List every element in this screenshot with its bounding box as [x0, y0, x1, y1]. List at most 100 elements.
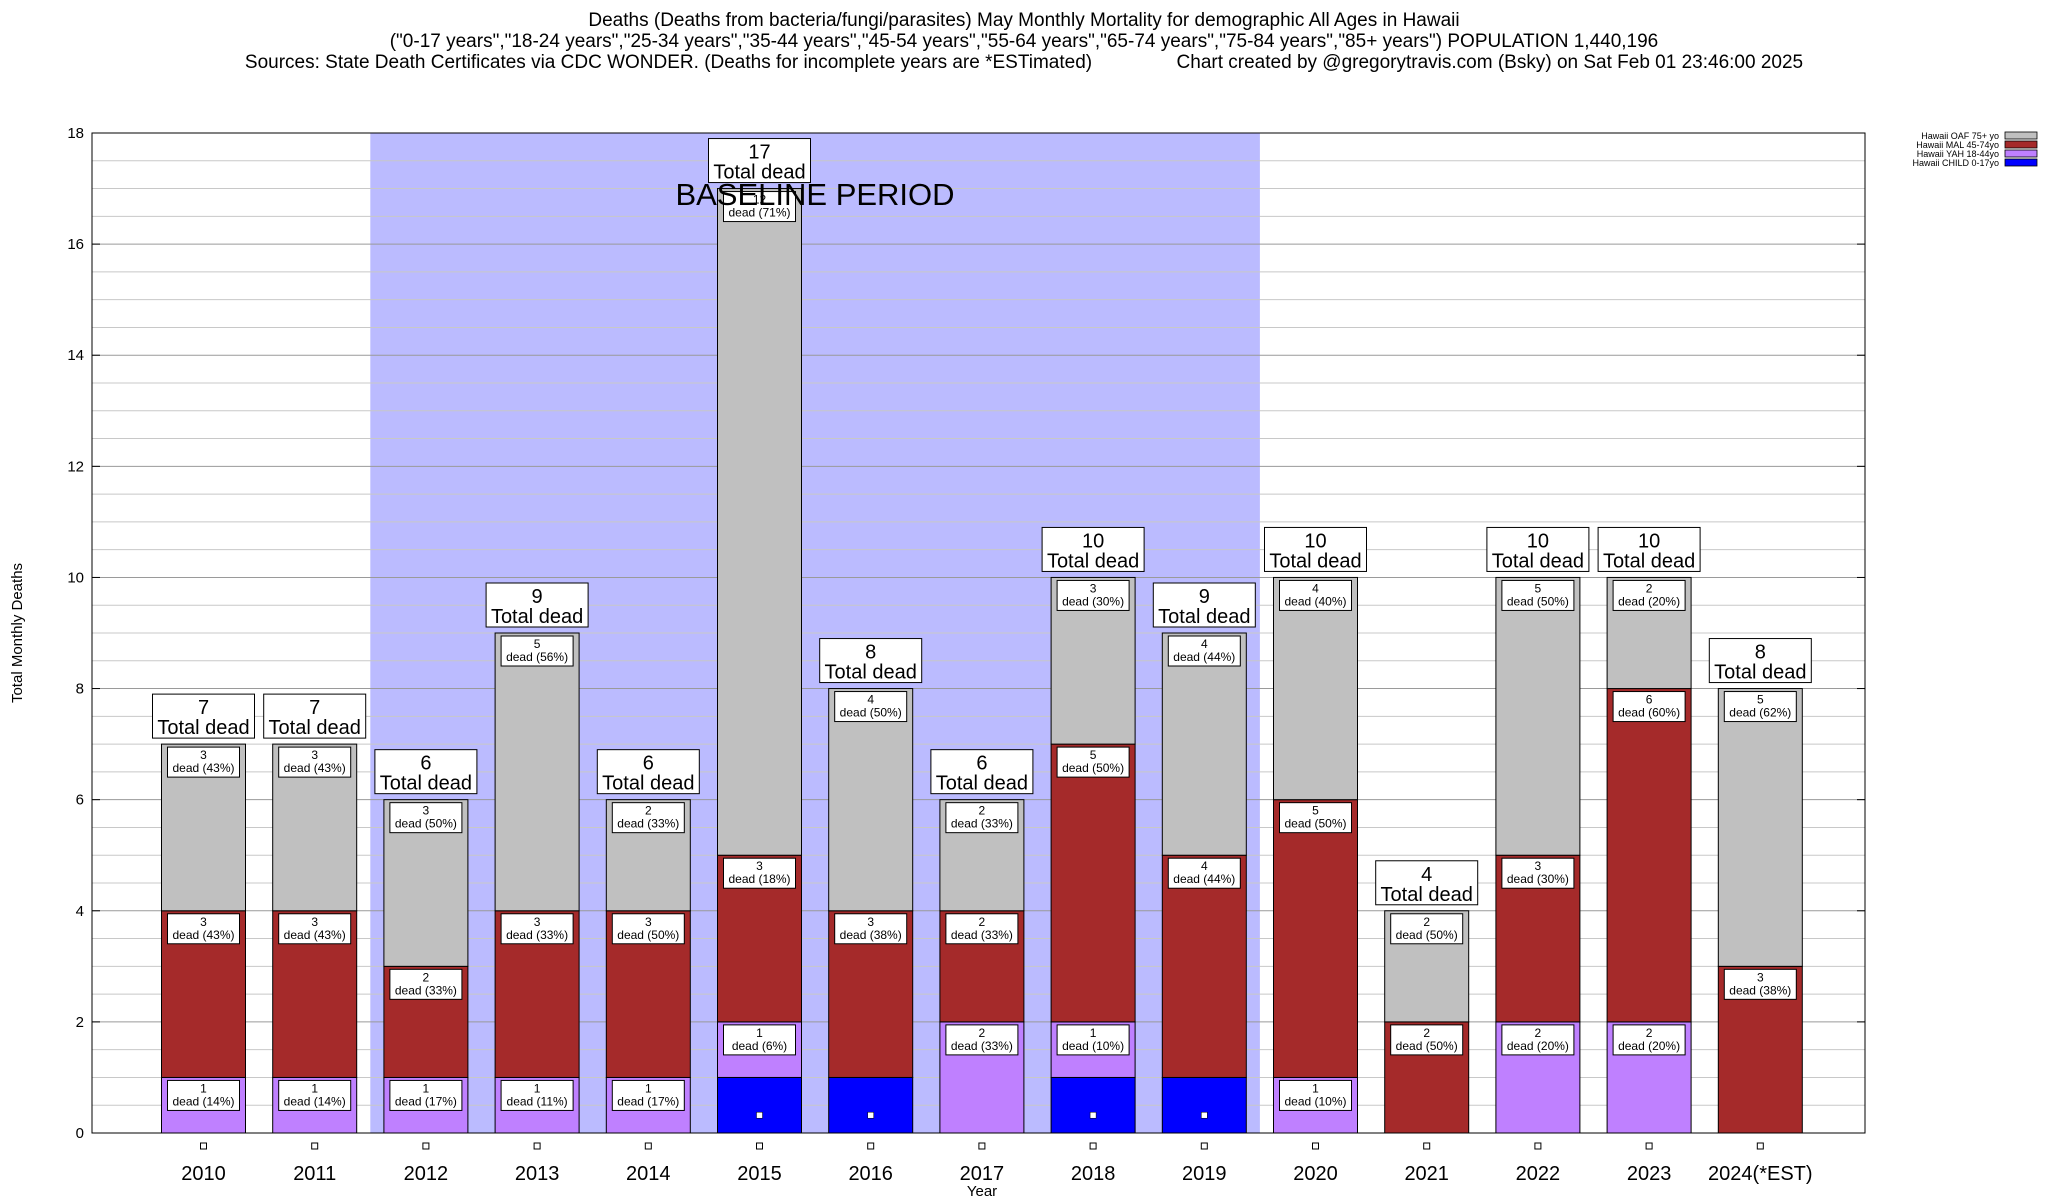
x-tick-marker: [422, 1142, 430, 1150]
segment-label-percent: dead (60%): [1618, 706, 1680, 720]
segment-label-box: [611, 802, 685, 834]
segment-label-count: 1: [423, 1081, 430, 1095]
segment-label-count: 3: [1757, 970, 1764, 984]
segment-label-percent: dead (43%): [284, 761, 346, 775]
segment-label-box: [1279, 1079, 1352, 1111]
total-label-value: 7: [198, 697, 209, 719]
total-label-text: Total dead: [157, 717, 249, 739]
x-tick-marker: [1645, 1142, 1653, 1150]
segment-label-percent: dead (18%): [728, 872, 790, 886]
bar-segment: [1273, 799, 1358, 1078]
total-label-value: 10: [1638, 530, 1660, 552]
segment-label-percent: dead (38%): [840, 928, 902, 942]
x-tick-marker: [1089, 1142, 1097, 1150]
segment-label-percent: dead (50%): [1396, 928, 1458, 942]
bar-segment: [1606, 688, 1692, 1023]
segment-label-count: 3: [311, 748, 318, 762]
bar-segment: [717, 1076, 802, 1134]
segment-label-count: 3: [423, 804, 430, 818]
segment-label-percent: dead (14%): [284, 1094, 346, 1108]
total-label-text: Total dead: [713, 162, 805, 184]
segment-label-percent: dead (20%): [1618, 594, 1680, 608]
x-tick-marker: [1756, 1142, 1764, 1150]
segment-label-box: [834, 691, 908, 723]
x-tick-marker: [533, 1142, 541, 1150]
total-label-box: [152, 693, 255, 739]
segment-label-box: [1167, 857, 1241, 889]
segment-label-box: [389, 802, 463, 834]
total-label-text: Total dead: [1381, 884, 1473, 906]
segment-label-percent: dead (33%): [617, 817, 679, 831]
segment-label-count: 3: [311, 915, 318, 929]
segment-label-box: [1723, 968, 1797, 1000]
legend-entry-label: Hawaii OAF 75+ yo: [1921, 131, 1999, 141]
total-label-text: Total dead: [1269, 550, 1361, 572]
x-tick-label: 2017: [960, 1163, 1005, 1185]
segment-label-box: [389, 968, 463, 1000]
segment-label-percent: dead (50%): [1062, 761, 1124, 775]
total-label-text: Total dead: [936, 773, 1028, 795]
segment-label-box: [278, 746, 352, 778]
segment-label-box: [500, 1079, 574, 1111]
segment-label-box: [1056, 746, 1130, 778]
total-label-text: Total dead: [269, 717, 361, 739]
segment-label-box: [723, 857, 796, 889]
total-label-value: 6: [643, 753, 654, 775]
segment-label-count: 1: [756, 1026, 763, 1040]
segment-label-percent: dead (44%): [1173, 650, 1235, 664]
total-label-value: 9: [532, 586, 543, 608]
segment-label-count: 2: [423, 970, 430, 984]
segment-label-box: [834, 913, 908, 945]
x-tick-marker: [756, 1142, 763, 1150]
segment-label-box: [611, 913, 685, 945]
bar-segment: [1050, 743, 1136, 1023]
total-label-text: Total dead: [1714, 662, 1806, 684]
total-label-box: [596, 749, 700, 795]
child-marker: [867, 1111, 874, 1119]
y-tick-label: 2: [76, 1014, 84, 1031]
segment-label-count: 5: [1535, 581, 1542, 595]
total-label-value: 7: [309, 697, 320, 719]
y-tick-label: 6: [76, 792, 84, 809]
total-label-value: 8: [865, 642, 876, 664]
chart-title: Deaths (Deaths from bacteria/fungi/paras…: [588, 10, 1460, 31]
total-label-value: 10: [1527, 530, 1549, 552]
segment-label-count: 5: [1312, 804, 1319, 818]
segment-label-count: 4: [867, 693, 874, 707]
x-tick-marker: [1200, 1142, 1208, 1150]
segment-label-count: 3: [645, 915, 652, 929]
segment-label-percent: dead (17%): [617, 1094, 679, 1108]
segment-label-box: [278, 1079, 352, 1111]
segment-label-percent: dead (6%): [732, 1039, 787, 1053]
segment-label-count: 2: [1535, 1026, 1542, 1040]
chart-title-block: Deaths (Deaths from bacteria/fungi/paras…: [0, 10, 2048, 73]
segment-label-count: 5: [534, 637, 541, 651]
segment-label-count: 3: [200, 748, 207, 762]
segment-label-count: 1: [1090, 1026, 1097, 1040]
total-label-text: Total dead: [1047, 550, 1139, 572]
segment-label-count: 12: [753, 193, 767, 207]
total-label-value: 6: [420, 753, 431, 775]
x-tick-marker: [867, 1142, 875, 1150]
segment-label-percent: dead (10%): [1284, 1094, 1346, 1108]
bar-segment: [1161, 632, 1247, 856]
segment-label-box: [500, 635, 574, 667]
total-label-box: [930, 749, 1034, 795]
total-label-box: [1264, 526, 1367, 572]
x-tick-marker: [200, 1142, 207, 1150]
segment-label-count: 3: [534, 915, 541, 929]
baseline-period-label: BASELINE PERIOD: [675, 177, 954, 212]
x-tick-label: 2010: [181, 1163, 226, 1185]
child-marker: [1201, 1111, 1208, 1119]
x-tick-marker: [311, 1142, 319, 1150]
x-tick-marker: [1312, 1142, 1319, 1150]
segment-label-count: 3: [1090, 581, 1097, 595]
y-tick-label: 4: [76, 903, 84, 920]
legend-entry-label: Hawaii CHILD 0-17yo: [1912, 158, 1999, 168]
segment-label-percent: dead (50%): [617, 928, 679, 942]
segment-label-percent: dead (10%): [1062, 1039, 1124, 1053]
segment-label-count: 6: [1646, 693, 1653, 707]
segment-label-box: [1279, 802, 1352, 834]
total-label-text: Total dead: [602, 773, 694, 795]
total-label-value: 8: [1755, 642, 1766, 664]
